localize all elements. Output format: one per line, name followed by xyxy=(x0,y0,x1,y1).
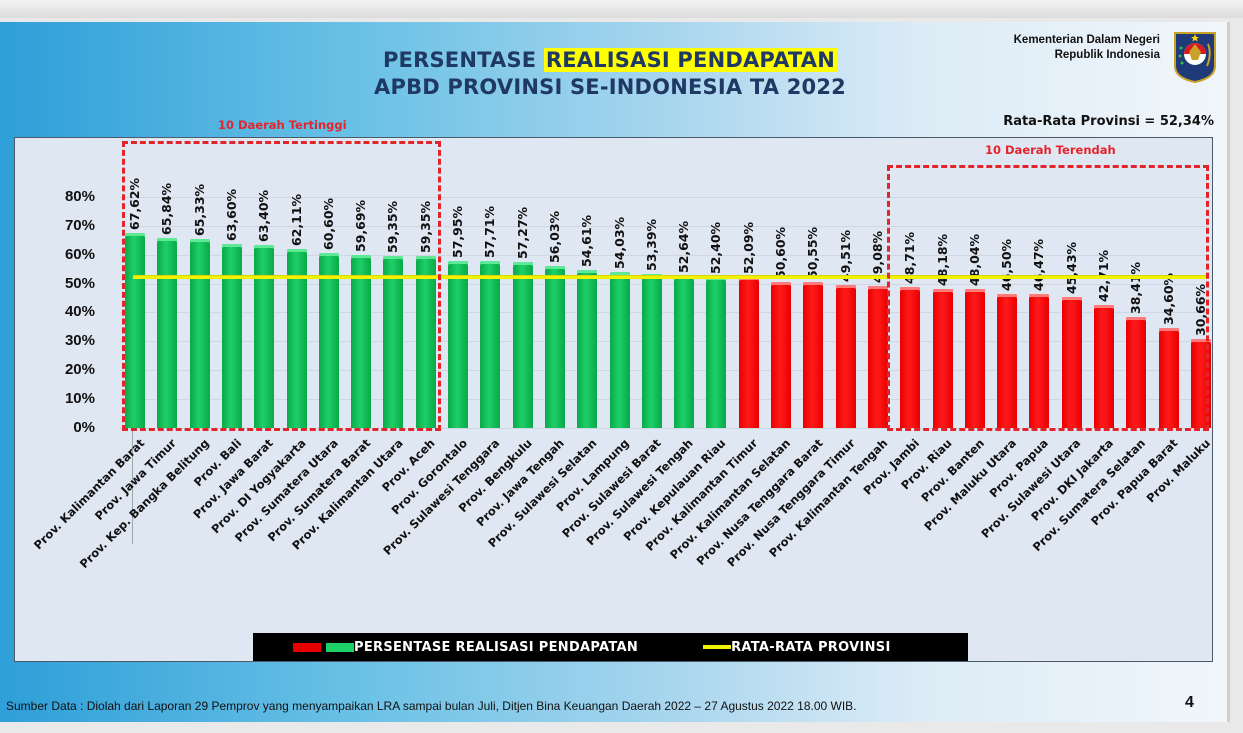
bar-value-label: 54,03% xyxy=(611,216,627,269)
kemendagri-emblem-icon xyxy=(1174,32,1216,84)
chart-title: PERSENTASE REALISASI PENDAPATAN APBD PRO… xyxy=(340,47,880,101)
bar xyxy=(544,266,565,428)
bar-value-label: 57,71% xyxy=(482,206,498,259)
bar-value-label: 56,03% xyxy=(546,210,562,264)
bar-value-label: 50,60% xyxy=(773,226,788,279)
bottom10-label: 10 Daerah Terendah xyxy=(985,143,1116,157)
y-tick-label: 40% xyxy=(64,303,95,321)
bar xyxy=(577,270,598,428)
gridline xyxy=(119,254,1209,256)
gridline xyxy=(119,312,1209,314)
top10-label: 10 Daerah Tertinggi xyxy=(218,118,347,132)
y-tick-label: 10% xyxy=(64,390,95,408)
ministry-name: Kementerian Dalam Negeri Republik Indone… xyxy=(1014,33,1160,63)
bar-value-label: 57,95% xyxy=(450,205,465,258)
bar-value-label: 53,39% xyxy=(643,218,659,271)
bar xyxy=(1094,304,1114,428)
bar xyxy=(318,252,339,428)
bar xyxy=(189,239,210,428)
legend-average-label: RATA-RATA PROVINSI xyxy=(731,639,891,655)
bar xyxy=(286,248,307,428)
bar xyxy=(157,237,178,428)
bar xyxy=(674,275,695,428)
average-summary: Rata-Rata Provinsi = 52,34% xyxy=(1003,114,1214,129)
average-line xyxy=(133,274,1208,279)
title-part1: PERSENTASE xyxy=(382,48,544,72)
bar xyxy=(1126,316,1147,428)
gridline xyxy=(119,370,1209,372)
gridline xyxy=(119,399,1209,401)
bar xyxy=(1061,296,1082,428)
title-highlight: REALISASI PENDAPATAN xyxy=(543,48,838,72)
bar xyxy=(221,244,242,428)
bar xyxy=(609,271,630,428)
bar-value-label: 52,64% xyxy=(676,220,692,273)
legend-red-swatch xyxy=(293,642,321,652)
bar xyxy=(835,284,856,428)
y-tick-label: 20% xyxy=(64,361,95,379)
bar xyxy=(964,289,985,428)
gridline xyxy=(119,341,1209,343)
bar xyxy=(351,255,372,428)
legend-green-swatch xyxy=(326,642,354,652)
ministry-line1: Kementerian Dalam Negeri xyxy=(1013,34,1160,46)
y-tick-label: 80% xyxy=(64,187,95,205)
bar-value-label: 52,09% xyxy=(740,222,756,275)
bar xyxy=(738,277,759,428)
y-tick-label: 50% xyxy=(64,274,95,292)
legend: PERSENTASE REALISASI PENDAPATAN RATA-RAT… xyxy=(253,633,968,661)
slide: PERSENTASE REALISASI PENDAPATAN APBD PRO… xyxy=(0,22,1230,722)
bar xyxy=(803,281,824,428)
gridline xyxy=(119,428,1209,429)
bar xyxy=(1158,328,1179,428)
gridline xyxy=(119,196,1209,198)
bar xyxy=(448,260,468,428)
top10-highlight-box xyxy=(122,141,441,431)
y-tick-label: 0% xyxy=(73,419,95,436)
bar xyxy=(900,287,921,428)
source-note: Sumber Data : Diolah dari Laporan 29 Pem… xyxy=(6,699,857,713)
y-tick-label: 60% xyxy=(64,245,95,263)
bar xyxy=(997,293,1018,428)
bar xyxy=(415,256,436,428)
bar xyxy=(932,288,953,428)
bottom10-highlight-box xyxy=(887,165,1209,431)
bar xyxy=(383,256,404,428)
bar xyxy=(771,281,791,428)
title-line2: APBD PROVINSI SE-INDONESIA TA 2022 xyxy=(374,75,846,99)
legend-average-swatch xyxy=(703,645,732,649)
bar xyxy=(125,232,145,428)
chart-plot-area: 10 Daerah Terendah 0% 10% 20% 30% 40% 50% 60% 7… xyxy=(14,137,1213,662)
gridline xyxy=(119,225,1209,227)
bar xyxy=(1190,339,1211,428)
gridline xyxy=(119,283,1209,285)
y-tick-label: 30% xyxy=(64,332,95,350)
ministry-line2: Republik Indonesia xyxy=(1054,49,1160,61)
bar-value-label: 57,27% xyxy=(514,207,530,260)
y-tick-label: 70% xyxy=(64,216,95,234)
page-number: 4 xyxy=(1185,694,1194,711)
bar xyxy=(480,261,501,428)
bar-value-label: 50,55% xyxy=(805,226,821,279)
bar xyxy=(512,262,533,428)
top-window-bar xyxy=(0,0,1243,18)
x-axis-category-label: Prov. Kep. Bangka Belitung xyxy=(76,436,212,572)
bar xyxy=(641,273,662,428)
legend-series-label: PERSENTASE REALISASI PENDAPATAN xyxy=(354,639,639,655)
bar xyxy=(867,286,888,428)
bar xyxy=(1029,293,1050,428)
bar xyxy=(706,276,727,428)
bar-value-label: 52,40% xyxy=(708,221,724,274)
bar xyxy=(254,244,275,428)
bar-value-label: 54,61% xyxy=(579,215,595,268)
